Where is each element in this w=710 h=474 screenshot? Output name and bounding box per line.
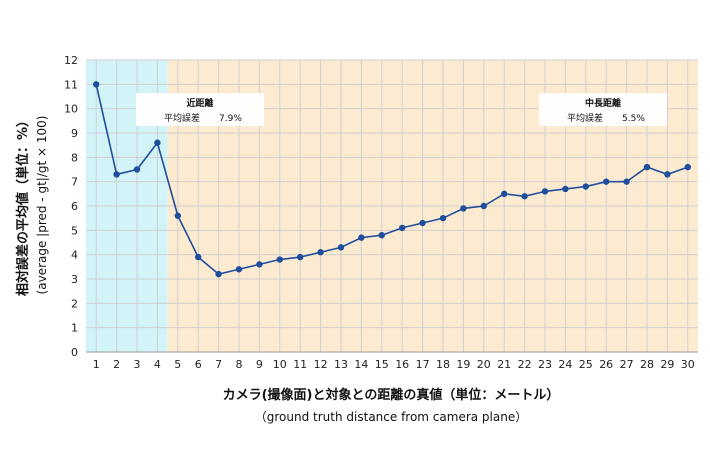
series-line-0	[95, 84, 689, 276]
data-point	[460, 205, 467, 212]
data-point	[133, 166, 141, 173]
data-point	[603, 178, 610, 185]
y-tick-label: 5	[71, 224, 78, 237]
data-point	[501, 190, 508, 198]
annotation-near-title: 近距離	[186, 97, 213, 109]
y-tick-label: 6	[71, 200, 78, 213]
x-tick-label: 14	[354, 358, 368, 371]
x-tick-label: 8	[236, 358, 243, 371]
x-tick-label: 15	[375, 358, 389, 371]
x-tick-label: 7	[215, 358, 222, 371]
data-point	[378, 232, 385, 239]
data-point	[174, 212, 181, 219]
x-axis-subtitle: （ground truth distance from camera plane…	[255, 410, 527, 424]
data-point	[643, 163, 651, 171]
y-tick-label: 4	[71, 249, 78, 262]
data-point	[215, 270, 222, 278]
x-tick-label: 16	[395, 358, 409, 371]
x-tick-label: 6	[195, 358, 202, 371]
x-tick-label: 26	[599, 358, 613, 371]
data-point	[256, 261, 263, 268]
y-tick-label: 3	[71, 273, 78, 286]
y-tick-label: 10	[64, 103, 78, 116]
x-tick-label: 30	[681, 358, 695, 371]
data-point	[195, 253, 202, 261]
x-tick-label: 23	[538, 358, 552, 371]
x-tick-label: 11	[293, 358, 307, 371]
data-point	[521, 193, 528, 200]
data-point	[154, 139, 161, 146]
data-point	[541, 188, 549, 195]
data-point	[337, 244, 345, 251]
y-axis-subtitle: (average |pred - gt|/gt × 100)	[35, 116, 49, 295]
data-point	[562, 185, 569, 193]
y-axis-title: 相対誤差の平均値（単位：%）	[15, 114, 31, 296]
data-point	[439, 214, 447, 222]
x-tick-label: 4	[154, 358, 161, 371]
x-tick-label: 3	[134, 358, 141, 371]
y-tick-label: 1	[71, 322, 78, 335]
x-tick-label: 21	[497, 358, 511, 371]
data-point	[399, 224, 406, 232]
data-point	[684, 163, 691, 171]
annotation-far-value: 5.5%	[622, 114, 645, 124]
data-point	[276, 256, 283, 263]
annotation-near-value: 7.9%	[219, 114, 242, 124]
x-tick-label: 5	[174, 358, 181, 371]
annotation-far-title: 中長距離	[585, 97, 621, 109]
grid	[86, 59, 698, 353]
data-point	[93, 81, 100, 88]
data-point	[582, 183, 589, 190]
series	[93, 81, 691, 278]
annotation-far-box	[539, 93, 667, 126]
y-tick-label: 2	[71, 297, 78, 310]
data-point	[480, 202, 487, 210]
x-tick-label: 29	[660, 358, 674, 371]
x-tick-label: 25	[579, 358, 593, 371]
y-tick-label: 0	[71, 346, 78, 359]
y-tick-label: 8	[71, 151, 78, 164]
data-point	[113, 171, 120, 178]
annotation-near-box	[136, 93, 264, 126]
data-point	[235, 266, 243, 273]
x-tick-label: 10	[273, 358, 287, 371]
data-point	[317, 249, 324, 256]
x-axis-ticks: 1 2 3 4 5 6 7 8 9 10 11 12 13 14 15 16 17 18 19 20 21 22 23 24 2…	[93, 358, 695, 371]
data-point	[358, 234, 365, 241]
x-axis-title: カメラ(撮像面)と対象との距離の真値（単位：メートル）	[223, 387, 560, 403]
annotation-near-label: 平均誤差	[164, 112, 200, 124]
data-point	[664, 171, 671, 178]
x-tick-label: 24	[558, 358, 572, 371]
x-tick-label: 13	[334, 358, 348, 371]
x-tick-label: 28	[640, 358, 654, 371]
x-tick-label: 1	[93, 358, 100, 371]
y-tick-label: 12	[64, 54, 78, 67]
annotation-near: 近距離 平均誤差 7.9%	[136, 93, 264, 126]
x-tick-label: 18	[436, 358, 450, 371]
x-tick-label: 27	[620, 358, 634, 371]
annotation-far: 中長距離 平均誤差 5.5%	[539, 93, 667, 126]
x-tick-label: 22	[518, 358, 532, 371]
data-point	[297, 253, 304, 261]
annotation-far-label: 平均誤差	[567, 112, 603, 124]
data-point	[623, 178, 630, 185]
x-tick-label: 17	[416, 358, 430, 371]
x-tick-label: 12	[314, 358, 328, 371]
y-tick-label: 7	[71, 176, 78, 189]
x-tick-label: 2	[113, 358, 120, 371]
data-point	[419, 219, 426, 227]
x-tick-label: 9	[256, 358, 263, 371]
x-tick-label: 20	[477, 358, 491, 371]
y-tick-label: 11	[64, 78, 78, 91]
x-tick-label: 19	[456, 358, 470, 371]
y-tick-label: 9	[71, 127, 78, 140]
